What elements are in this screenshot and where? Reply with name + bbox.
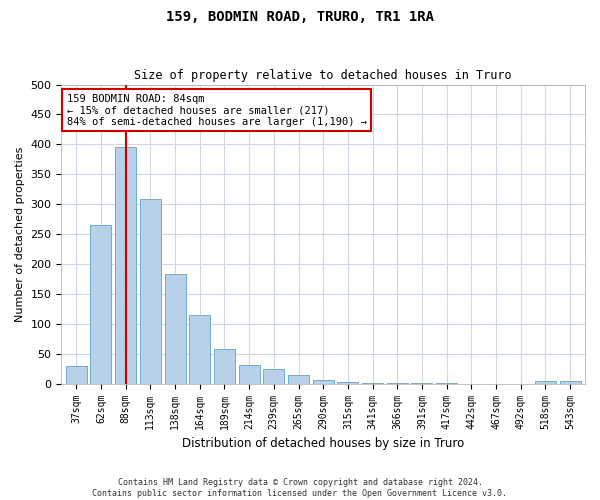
Y-axis label: Number of detached properties: Number of detached properties (15, 146, 25, 322)
Bar (140, 200, 161, 384)
Title: Size of property relative to detached houses in Truro: Size of property relative to detached ho… (134, 69, 512, 82)
Bar (436, 383, 457, 384)
Bar (288, 376, 309, 384)
Bar (66, 366, 87, 384)
Bar (313, 380, 334, 384)
Bar (214, 349, 235, 384)
Bar (91, 225, 112, 384)
Bar (337, 382, 358, 384)
Bar (189, 315, 210, 384)
Bar (535, 382, 556, 384)
Bar (115, 148, 136, 384)
X-axis label: Distribution of detached houses by size in Truro: Distribution of detached houses by size … (182, 437, 464, 450)
Text: 159 BODMIN ROAD: 84sqm
← 15% of detached houses are smaller (217)
84% of semi-de: 159 BODMIN ROAD: 84sqm ← 15% of detached… (67, 94, 367, 126)
Bar (263, 368, 284, 384)
Bar (387, 383, 408, 384)
Text: 159, BODMIN ROAD, TRURO, TR1 1RA: 159, BODMIN ROAD, TRURO, TR1 1RA (166, 10, 434, 24)
Bar (412, 383, 433, 384)
Bar (164, 274, 185, 384)
Bar (560, 382, 581, 384)
Text: Contains HM Land Registry data © Crown copyright and database right 2024.
Contai: Contains HM Land Registry data © Crown c… (92, 478, 508, 498)
Bar (362, 383, 383, 384)
Bar (239, 364, 260, 384)
